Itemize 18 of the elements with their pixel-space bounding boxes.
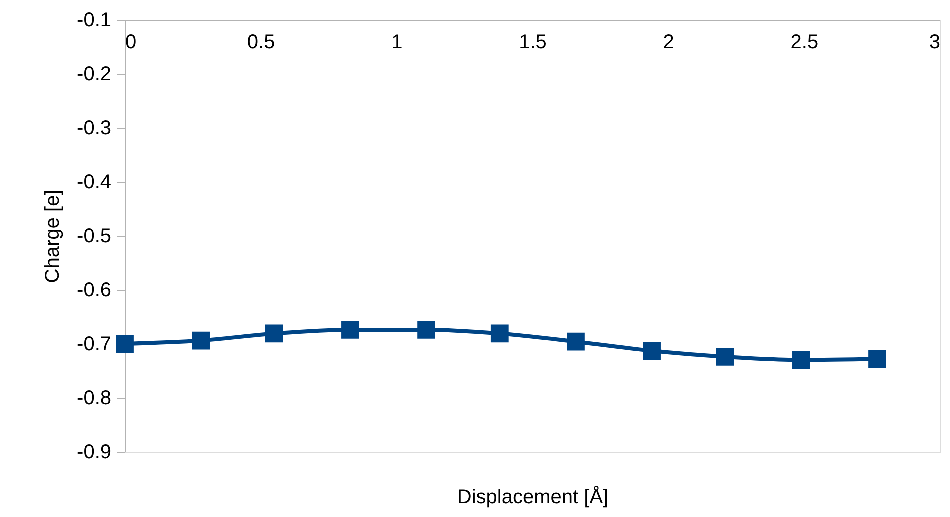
y-tick-label: -0.3: [77, 118, 112, 140]
y-tick-label: -0.8: [77, 388, 112, 410]
y-axis-title: Charge [e]: [42, 190, 64, 284]
x-tick-label: 2.5: [790, 32, 819, 54]
x-tick-label: 1: [392, 32, 403, 54]
y-tick-label: -0.7: [77, 334, 112, 356]
x-tick-label: 2: [663, 32, 674, 54]
x-tick-label: 1.5: [519, 32, 547, 54]
y-tick-label: -0.9: [77, 442, 112, 464]
y-tick-label: -0.6: [77, 280, 112, 302]
y-tick-label: -0.4: [77, 172, 112, 194]
y-tick-label: -0.1: [77, 10, 112, 32]
y-tick-label: -0.5: [77, 226, 112, 248]
x-axis-title: Displacement [Å]: [457, 486, 609, 508]
x-tick-label: 0: [126, 32, 137, 54]
x-tick-label: 3: [929, 32, 940, 54]
y-tick-label: -0.2: [77, 64, 112, 86]
x-tick-label: 0.5: [247, 32, 276, 54]
